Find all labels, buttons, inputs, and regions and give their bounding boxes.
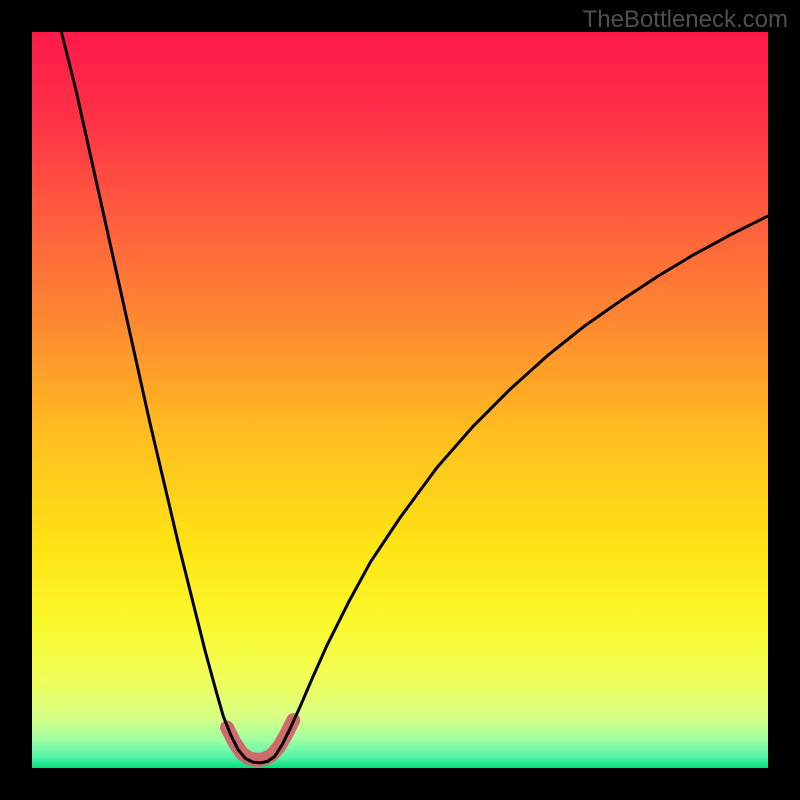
plot-svg — [32, 32, 768, 768]
watermark-text: TheBottleneck.com — [583, 6, 788, 34]
bottleneck-curve — [61, 32, 768, 763]
plot-area — [32, 32, 768, 768]
